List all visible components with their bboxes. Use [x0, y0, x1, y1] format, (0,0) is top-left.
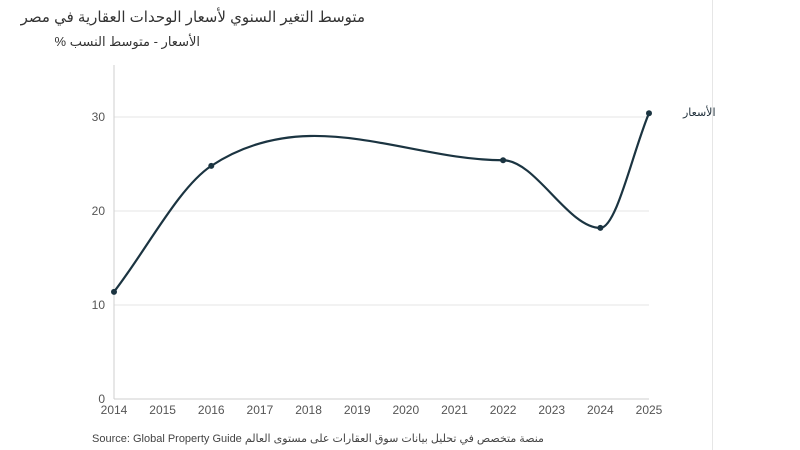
x-tick-label-2022: 2022 [490, 403, 517, 417]
data-point-2016 [208, 162, 215, 169]
y-tick-label-0: 0 [98, 392, 105, 406]
chart-source: Source: Global Property Guide منصة متخصص… [92, 432, 544, 445]
x-tick-label-2021: 2021 [441, 403, 468, 417]
source-label: Source: Global Property Guide [92, 433, 242, 445]
series-line-prices [113, 112, 651, 293]
x-tick-label-2019: 2019 [344, 403, 371, 417]
x-tick-label-2024: 2024 [587, 403, 614, 417]
x-tick-label-2023: 2023 [538, 403, 565, 417]
source-description: منصة متخصص في تحليل بيانات سوق العقارات … [244, 433, 544, 445]
x-tick-label-2017: 2017 [247, 403, 274, 417]
x-tick-label-2018: 2018 [295, 403, 322, 417]
data-point-2022 [500, 157, 507, 164]
x-tick-label-2015: 2015 [149, 403, 176, 417]
y-tick-label-30: 30 [92, 110, 106, 124]
data-point-2025 [646, 110, 652, 117]
right-blank-panel [713, 0, 800, 450]
data-point-2024 [597, 224, 604, 231]
x-tick-label-2025: 2025 [636, 403, 663, 417]
right-divider [712, 0, 713, 450]
x-tick-label-2016: 2016 [198, 403, 225, 417]
data-point-2014 [111, 288, 117, 295]
x-tick-label-2014: 2014 [101, 403, 128, 417]
y-tick-label-20: 20 [92, 204, 106, 218]
chart-subtitle: الأسعار - متوسط النسب % [54, 34, 200, 49]
y-tick-label-10: 10 [92, 298, 106, 312]
series-label-prices: الأسعار [682, 105, 716, 119]
chart-title: متوسط التغير السنوي لأسعار الوحدات العقا… [20, 9, 365, 26]
x-tick-label-2020: 2020 [392, 403, 419, 417]
